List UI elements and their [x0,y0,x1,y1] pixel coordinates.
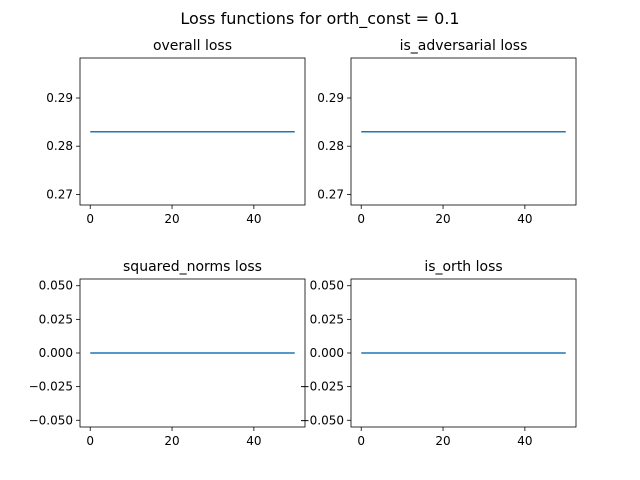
axes-frame [350,57,577,206]
x-tick-label: 20 [435,212,450,226]
axes-frame [79,57,306,206]
y-tick-label: 0.28 [46,139,73,153]
x-tick-label: 0 [86,434,94,448]
y-tick-label: −0.050 [29,413,73,427]
figure-suptitle: Loss functions for orth_const = 0.1 [180,9,459,29]
x-tick-label: 0 [357,212,365,226]
subplot-title: is_orth loss [424,259,502,275]
y-tick-label: 0.28 [317,139,344,153]
x-tick-label: 40 [517,212,532,226]
x-tick-label: 20 [164,212,179,226]
subplot: squared_norms loss 0 20 40 −0.050 −0.025 0.000… [29,259,306,448]
y-tick-label: 0.000 [39,346,73,360]
subplot: overall loss 0 20 40 0.27 0.28 0.29 [46,38,306,226]
y-tick-label: 0.29 [46,91,73,105]
y-tick-label: −0.050 [300,413,344,427]
x-tick-label: 40 [246,212,261,226]
x-tick-label: 40 [517,434,532,448]
x-tick-label: 0 [357,434,365,448]
subplot-title: squared_norms loss [123,259,262,275]
y-tick-label: 0.29 [317,91,344,105]
y-tick-label: 0.27 [46,187,73,201]
x-tick-label: 0 [86,212,94,226]
y-tick-label: −0.025 [29,380,73,394]
subplot-title: is_adversarial loss [400,38,528,54]
subplot: is_orth loss 0 20 40 −0.050 −0.025 0.000 0.025 0… [300,259,577,448]
y-tick-label: −0.025 [300,380,344,394]
y-tick-label: 0.050 [310,279,344,293]
y-tick-label: 0.025 [310,312,344,326]
y-tick-label: 0.025 [39,312,73,326]
subplot: is_adversarial loss 0 20 40 0.27 0.28 0.29 [317,38,577,226]
x-tick-label: 20 [435,434,450,448]
y-tick-label: 0.27 [317,187,344,201]
x-tick-label: 20 [164,434,179,448]
subplot-title: overall loss [153,38,232,54]
y-tick-label: 0.000 [310,346,344,360]
y-tick-label: 0.050 [39,279,73,293]
x-tick-label: 40 [246,434,261,448]
